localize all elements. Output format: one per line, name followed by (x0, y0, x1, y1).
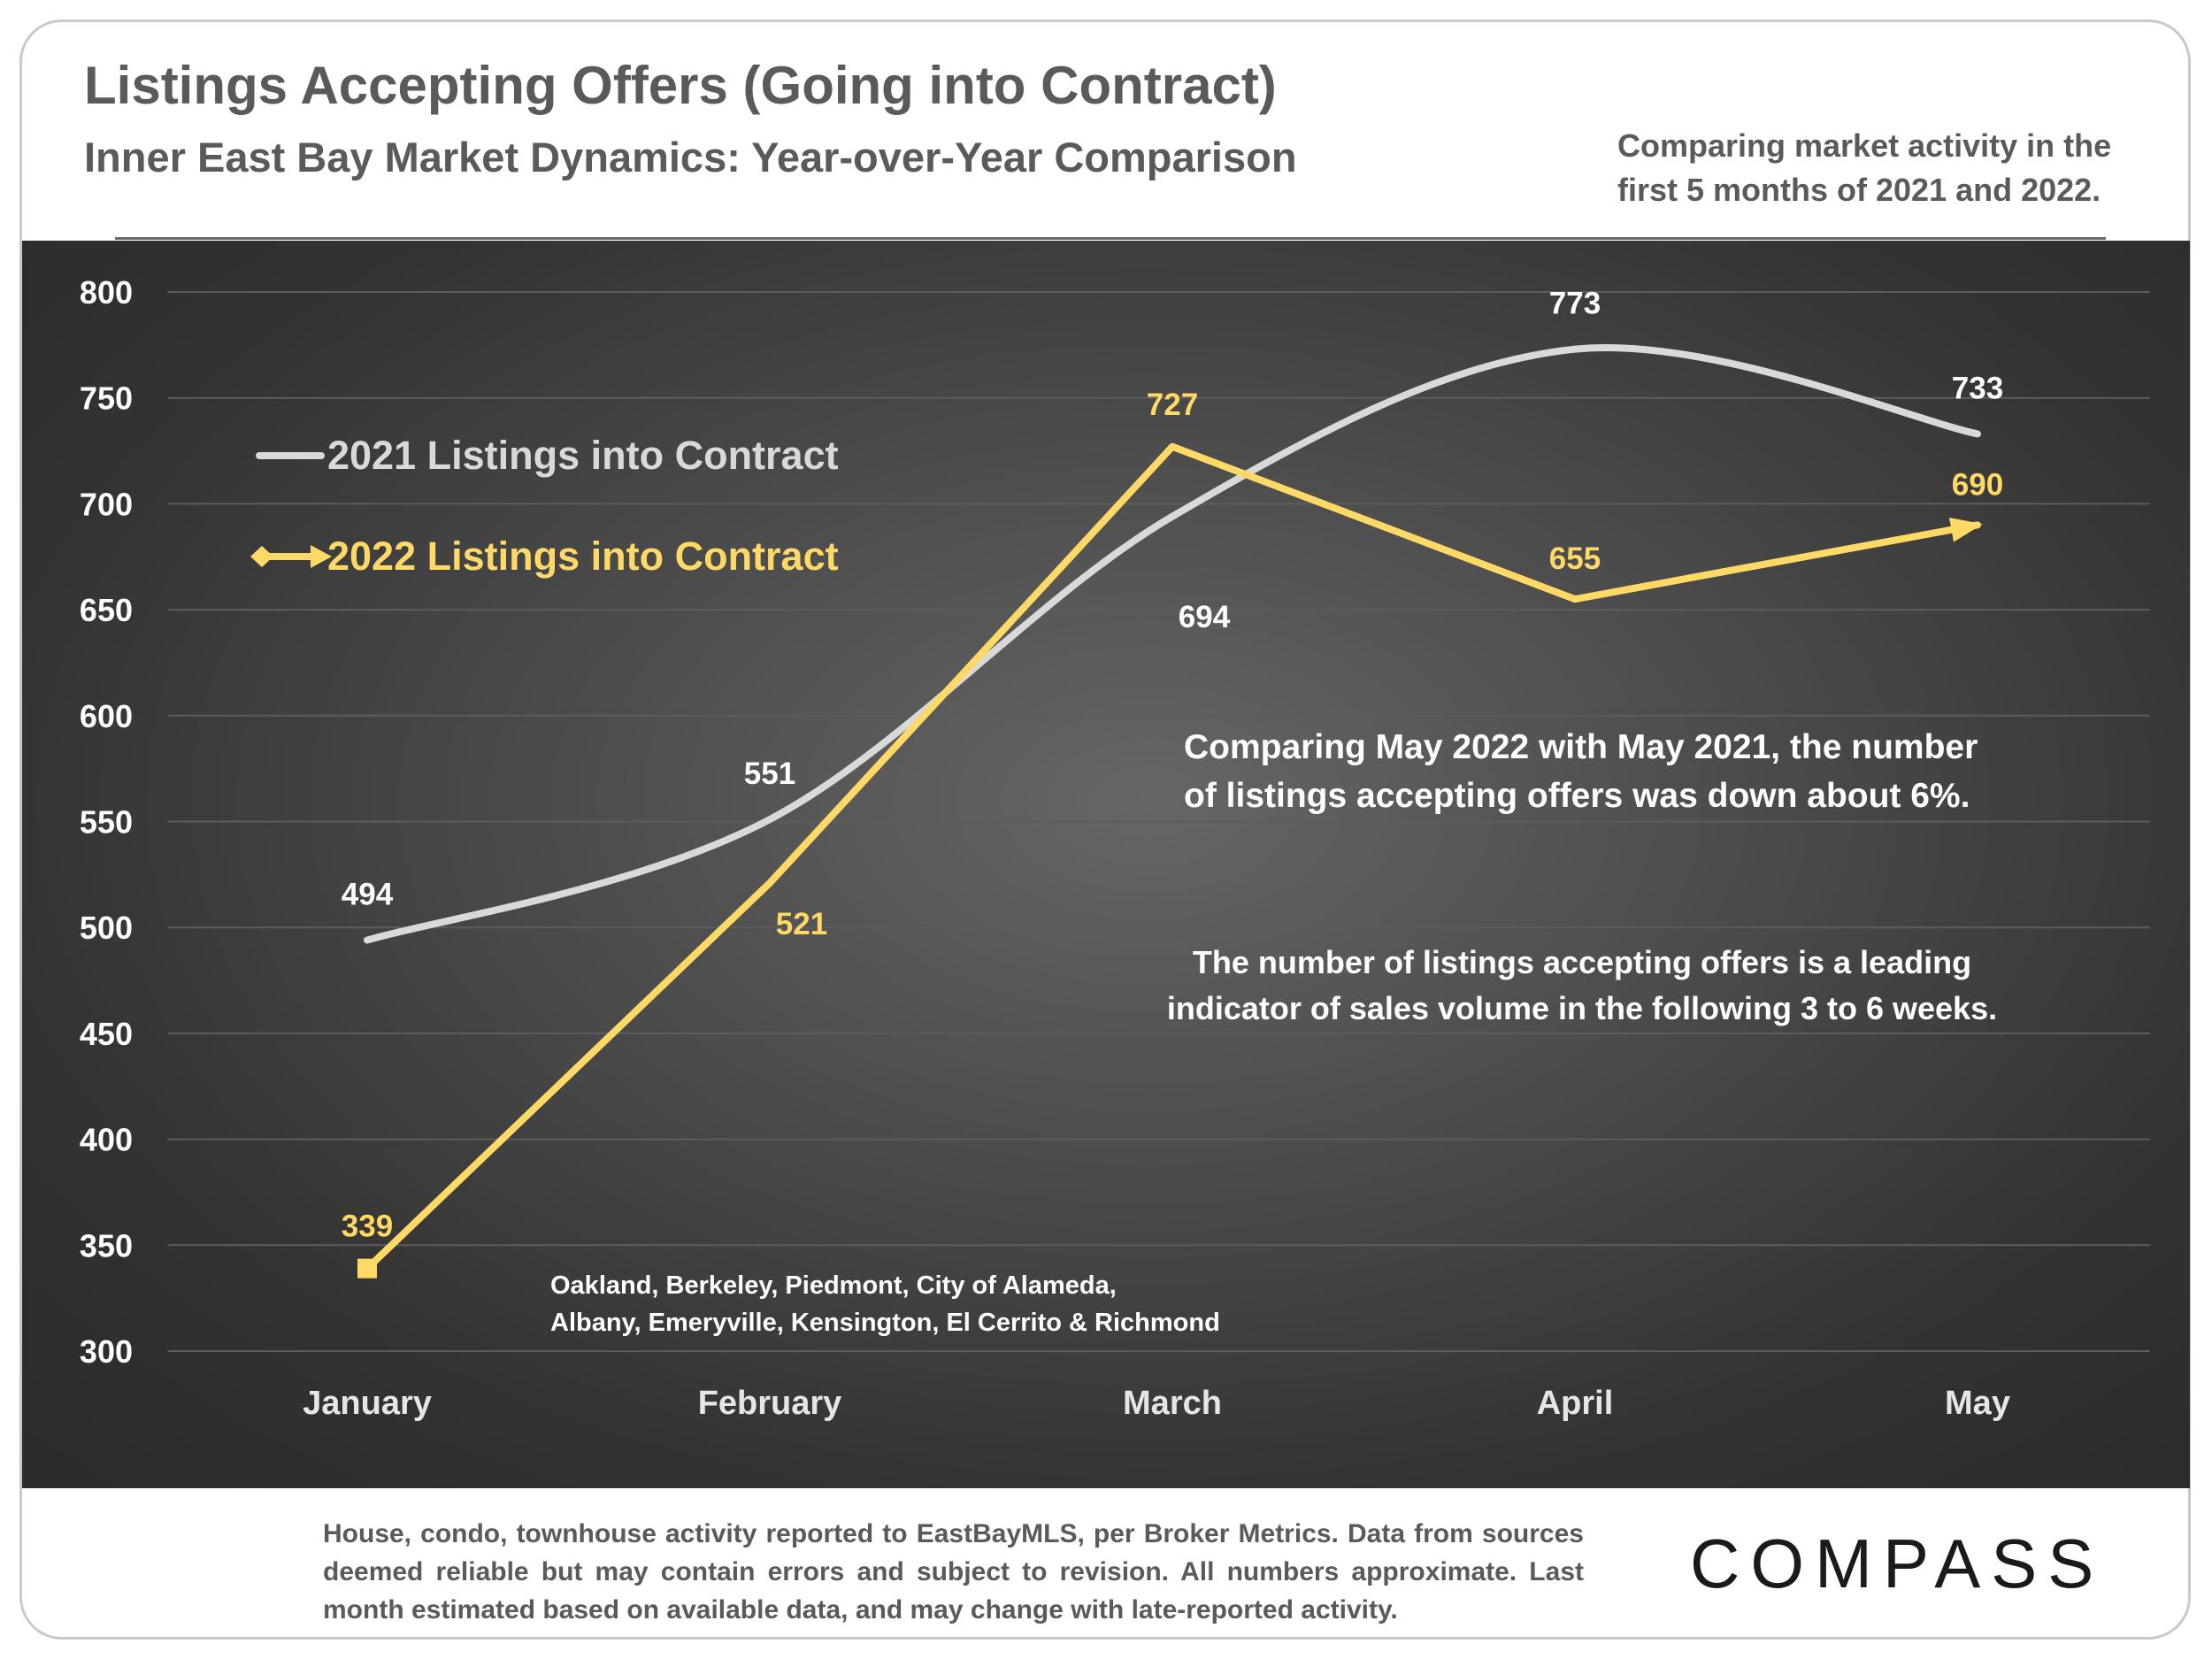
data-label-2021-april: 773 (1549, 287, 1601, 321)
legend-swatch-diamond-2022 (250, 546, 273, 567)
series-line-2022 (364, 442, 1981, 1272)
series-lines (364, 344, 1981, 1272)
data-label-2022-march: 727 (1147, 388, 1198, 422)
x-tick-label-may: May (1945, 1385, 2010, 1422)
annotation-indicator-line-1: The number of listings accepting offers … (1193, 944, 1971, 980)
series-start-marker-2022 (357, 1258, 377, 1279)
y-tick-label-750: 750 (80, 380, 133, 417)
series-line-2021 (364, 344, 1981, 944)
y-tick-label-650: 650 (80, 592, 133, 628)
data-label-2021-january: 494 (342, 878, 394, 912)
data-label-2022-february: 521 (776, 907, 827, 941)
data-labels: 494 551 694 773 733 339 521 727 655 690 (342, 287, 2003, 1244)
series-end-arrow-2022 (1948, 518, 1983, 542)
y-tick-label-700: 700 (80, 486, 133, 522)
x-tick-label-february: February (698, 1385, 842, 1422)
annotation-areas: Oakland, Berkeley, Piedmont, City of Ala… (550, 1271, 1220, 1337)
comparison-note: Comparing market activity in the first 5… (1617, 124, 2166, 212)
annotation-indicator-line-2: indicator of sales volume in the followi… (1167, 990, 1997, 1026)
data-label-2021-march: 694 (1179, 600, 1231, 634)
comparison-note-line-2: first 5 months of 2021 and 2022. (1617, 172, 2101, 208)
data-label-2022-january: 339 (342, 1210, 393, 1244)
series-markers (357, 518, 1983, 1279)
compass-logo: COMPASS (1690, 1525, 2105, 1602)
y-axis-ticks: 300 350 400 450 500 550 600 650 700 750 800 (80, 274, 133, 1370)
y-tick-label-500: 500 (80, 910, 133, 946)
chart-panel: 300 350 400 450 500 550 600 650 700 750 800 Januar… (22, 241, 2190, 1488)
y-tick-label-300: 300 (80, 1333, 133, 1370)
annotation-comparison-line-2: of listings accepting offers was down ab… (1184, 777, 1970, 815)
x-axis-ticks: January February March April May (303, 1385, 2010, 1422)
header-divider (115, 237, 2106, 240)
data-label-2022-may: 690 (1952, 467, 2003, 502)
annotation-areas-line-2: Albany, Emeryville, Kensington, El Cerri… (550, 1309, 1220, 1337)
chart-title: Listings Accepting Offers (Going into Co… (84, 56, 1277, 115)
chart-subtitle: Inner East Bay Market Dynamics: Year-ove… (84, 134, 1297, 180)
legend-swatch-arrow-2022 (311, 545, 332, 568)
legend-label-2022: 2022 Listings into Contract (327, 534, 839, 579)
y-tick-label-400: 400 (80, 1122, 133, 1158)
annotation-comparison: Comparing May 2022 with May 2021, the nu… (1184, 728, 1978, 815)
data-label-2021-may: 733 (1952, 371, 2003, 405)
legend: 2021 Listings into Contract 2022 Listings… (250, 433, 839, 579)
y-tick-label-800: 800 (80, 274, 133, 311)
annotation-comparison-line-1: Comparing May 2022 with May 2021, the nu… (1184, 728, 1978, 766)
annotation-areas-line-1: Oakland, Berkeley, Piedmont, City of Ala… (550, 1271, 1117, 1300)
x-tick-label-january: January (303, 1385, 432, 1422)
y-tick-label-600: 600 (80, 698, 133, 734)
x-tick-label-march: March (1123, 1385, 1222, 1422)
gridlines (168, 291, 2150, 1352)
y-tick-label-350: 350 (80, 1227, 133, 1263)
annotation-indicator: The number of listings accepting offers … (1167, 944, 1997, 1026)
data-label-2022-april: 655 (1549, 541, 1601, 576)
y-tick-label-450: 450 (80, 1016, 133, 1052)
legend-label-2021: 2021 Listings into Contract (327, 433, 839, 478)
footer-disclaimer: House, condo, townhouse activity reporte… (323, 1519, 1584, 1624)
data-label-2021-february: 551 (744, 757, 795, 791)
comparison-note-line-1: Comparing market activity in the (1617, 127, 2112, 164)
y-tick-label-550: 550 (80, 804, 133, 841)
line-chart: 300 350 400 450 500 550 600 650 700 750 800 Januar… (80, 274, 2150, 1422)
x-tick-label-april: April (1537, 1385, 1614, 1422)
